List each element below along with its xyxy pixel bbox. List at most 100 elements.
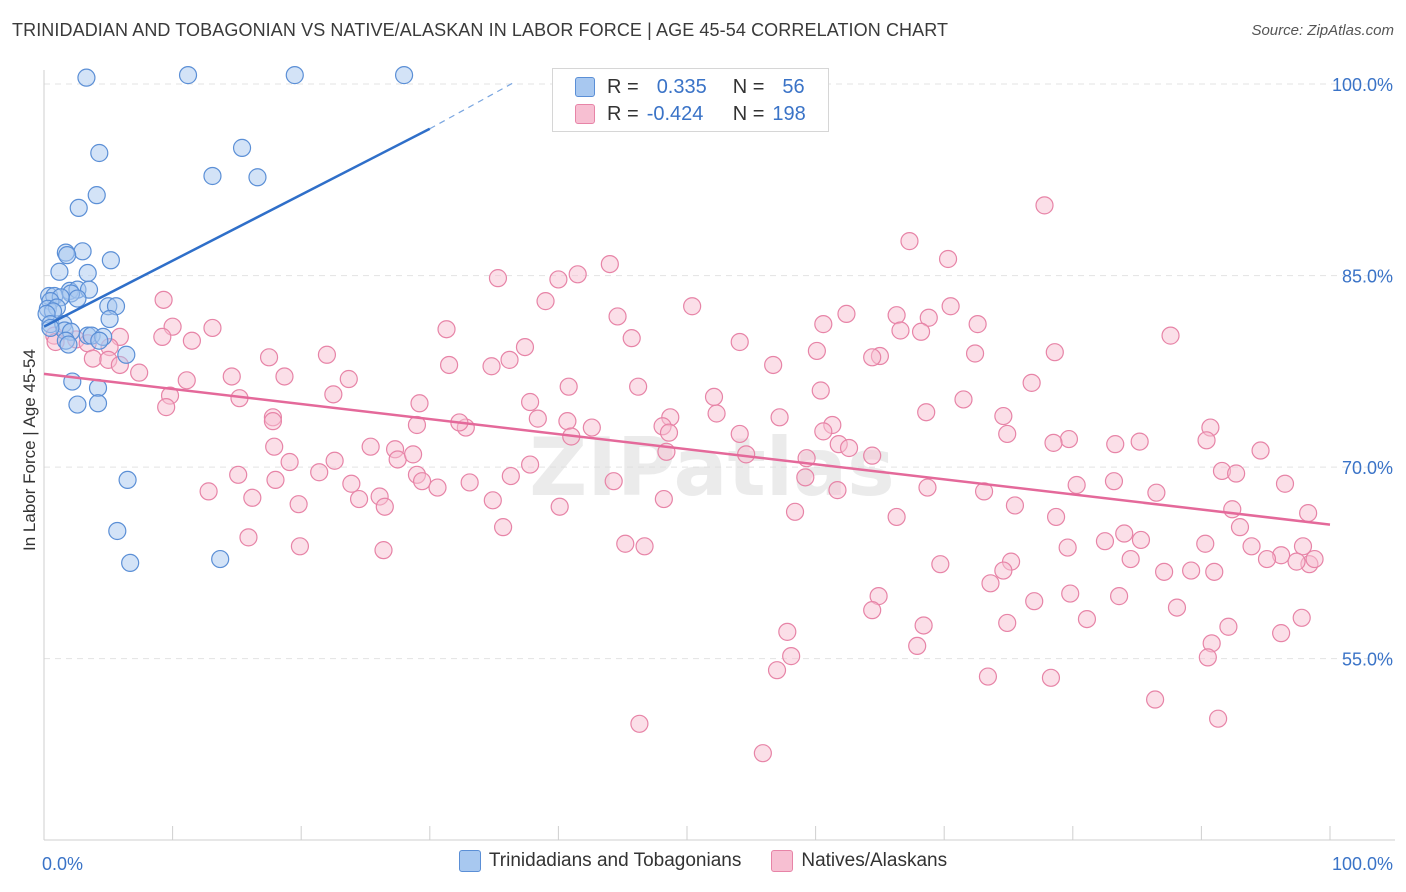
legend-label-natives: Natives/Alaskans: [801, 850, 948, 871]
r-label-2: R =: [607, 102, 639, 125]
tick-labels: 100.0% 85.0% 70.0% 55.0% 0.0% 100.0%: [42, 75, 1393, 874]
point-native: [1115, 524, 1134, 543]
trend-line-natives: [43, 372, 1331, 526]
trend-line-trinidadians-extension: [429, 82, 514, 130]
point-trinidadian: [69, 198, 88, 218]
point-native: [604, 472, 623, 491]
stats-swatch-1: [575, 77, 595, 97]
point-native: [994, 561, 1013, 580]
point-native: [410, 394, 429, 413]
point-trinidadian: [394, 66, 414, 85]
point-native: [659, 423, 679, 442]
point-trinidadian: [50, 262, 69, 281]
point-trinidadian: [101, 251, 120, 270]
legend-item-natives: Natives/Alaskans: [771, 850, 947, 872]
point-native: [325, 451, 344, 470]
point-native: [265, 437, 284, 456]
point-trinidadian: [77, 68, 96, 87]
point-native: [917, 403, 936, 422]
point-native: [1251, 441, 1270, 460]
point-trinidadian: [232, 138, 252, 157]
point-native: [1005, 496, 1025, 515]
point-native: [1287, 552, 1306, 571]
point-native: [222, 367, 241, 386]
point-native: [558, 412, 577, 431]
point-native: [981, 574, 1000, 593]
point-native: [310, 463, 329, 482]
point-native: [501, 466, 520, 486]
point-native: [978, 667, 998, 686]
point-native: [388, 450, 407, 469]
point-native: [908, 636, 927, 656]
point-native: [412, 472, 432, 491]
stats-swatch-2: [575, 104, 595, 124]
point-native: [1146, 690, 1165, 709]
point-native: [998, 613, 1017, 633]
point-native: [515, 337, 535, 357]
point-native: [177, 371, 196, 390]
point-native: [807, 341, 826, 361]
point-native: [259, 348, 279, 367]
source-label: Source: ZipAtlas.com: [1251, 22, 1394, 39]
point-native: [914, 616, 933, 635]
legend-label-trinidadians: Trinidadians and Tobagonians: [488, 850, 742, 871]
point-native: [550, 497, 569, 516]
point-native: [239, 528, 258, 547]
point-native: [796, 468, 815, 487]
point-native: [1077, 609, 1097, 629]
point-trinidadian: [285, 66, 304, 85]
point-trinidadian: [41, 318, 60, 338]
point-native: [828, 481, 847, 500]
point-native: [275, 367, 294, 386]
trend-lines: [43, 82, 1331, 526]
point-trinidadian: [90, 331, 109, 350]
point-native: [1022, 373, 1041, 392]
point-native: [1230, 518, 1250, 537]
point-native: [968, 315, 987, 334]
point-native: [280, 452, 299, 472]
point-native: [1272, 624, 1291, 643]
point-native: [154, 290, 173, 309]
point-native: [608, 307, 627, 326]
point-trinidadian: [178, 66, 198, 85]
point-native: [1196, 534, 1215, 553]
point-native: [182, 331, 201, 350]
point-native: [767, 661, 787, 680]
r-label-1: R =: [607, 75, 639, 98]
point-native: [1198, 648, 1217, 667]
point-native: [998, 424, 1017, 444]
point-native: [635, 537, 654, 556]
legend-swatch-trinidadians: [458, 850, 481, 872]
point-native: [568, 265, 587, 284]
point-native: [770, 408, 789, 427]
point-native: [1305, 549, 1324, 569]
x-tick-label: 0.0%: [42, 854, 83, 874]
point-native: [931, 555, 950, 574]
point-native: [500, 350, 519, 369]
point-native: [1182, 561, 1201, 580]
point-native: [941, 297, 960, 316]
point-native: [1219, 617, 1238, 636]
point-native: [1209, 709, 1228, 728]
point-trinidadian: [68, 395, 87, 414]
y-tick-label: 70.0%: [1342, 458, 1393, 478]
point-native: [1197, 431, 1216, 450]
point-native: [683, 297, 702, 316]
point-native: [887, 306, 906, 325]
point-native: [317, 345, 337, 364]
point-trinidadian: [78, 263, 97, 283]
y-axis-label: In Labor Force | Age 45-54: [20, 349, 39, 551]
point-native: [863, 601, 882, 620]
legend-item-trinidadians: Trinidadians and Tobagonians: [458, 850, 742, 872]
point-native: [782, 647, 801, 666]
point-native: [229, 465, 248, 484]
point-native: [1058, 538, 1077, 557]
series-natives-alaskans: [45, 196, 1324, 763]
point-native: [1293, 537, 1313, 556]
point-native: [811, 381, 830, 400]
chart-title: TRINIDADIAN AND TOBAGONIAN VS NATIVE/ALA…: [12, 20, 949, 40]
point-native: [1130, 432, 1149, 451]
point-native: [290, 537, 310, 556]
point-native: [403, 445, 423, 464]
point-native: [814, 422, 833, 441]
